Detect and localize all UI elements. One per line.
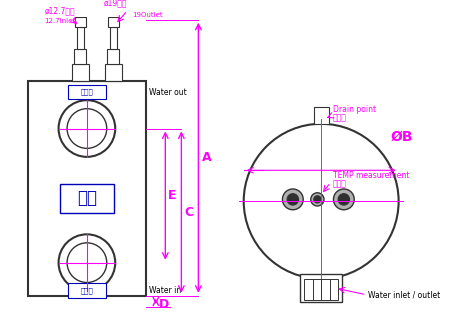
Circle shape xyxy=(287,194,298,205)
Bar xyxy=(105,64,122,81)
Text: C: C xyxy=(184,206,194,219)
Bar xyxy=(110,26,117,49)
Text: 19Outlet: 19Outlet xyxy=(132,12,163,18)
Text: Drain point: Drain point xyxy=(333,106,376,114)
FancyBboxPatch shape xyxy=(60,184,114,213)
Text: Water in: Water in xyxy=(149,286,181,295)
Circle shape xyxy=(338,194,350,205)
Bar xyxy=(304,279,338,299)
Circle shape xyxy=(244,124,399,279)
Text: ø12.7钛子: ø12.7钛子 xyxy=(45,6,75,15)
Circle shape xyxy=(67,243,107,283)
Circle shape xyxy=(67,109,107,148)
Circle shape xyxy=(311,193,324,206)
Bar xyxy=(75,17,86,26)
Circle shape xyxy=(283,189,303,210)
Text: Water inlet / outlet: Water inlet / outlet xyxy=(369,291,441,300)
Circle shape xyxy=(314,196,321,203)
Bar xyxy=(28,81,146,296)
Text: E: E xyxy=(168,189,177,202)
Bar xyxy=(77,26,84,49)
Bar xyxy=(108,17,119,26)
Bar xyxy=(301,274,342,302)
Text: 12.7inlet: 12.7inlet xyxy=(45,18,76,24)
Bar xyxy=(107,49,120,64)
Text: ØB: ØB xyxy=(391,130,414,144)
Text: 出水口: 出水口 xyxy=(81,89,93,96)
Text: TEMP measurement: TEMP measurement xyxy=(333,171,409,180)
Text: 五环: 五环 xyxy=(77,189,97,207)
Text: 排污口: 排污口 xyxy=(333,113,346,122)
Text: ø19钛子: ø19钛子 xyxy=(104,0,127,8)
Circle shape xyxy=(58,100,115,157)
Text: 测温口: 测温口 xyxy=(333,179,346,188)
Circle shape xyxy=(58,234,115,291)
FancyBboxPatch shape xyxy=(68,85,106,99)
Bar xyxy=(72,64,89,81)
Bar xyxy=(74,49,86,64)
Text: D: D xyxy=(159,298,169,311)
Circle shape xyxy=(333,189,354,210)
Text: 进水口: 进水口 xyxy=(81,287,93,294)
FancyBboxPatch shape xyxy=(68,284,106,297)
Text: Water out: Water out xyxy=(149,88,187,97)
Text: A: A xyxy=(202,151,212,164)
Bar xyxy=(314,107,328,124)
